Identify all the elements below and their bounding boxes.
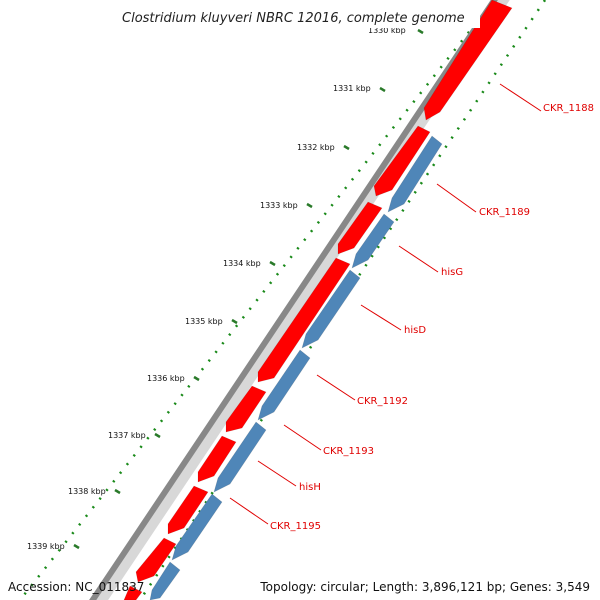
ruler-tick-label: 1339 kbp	[27, 542, 65, 551]
gene-leader-line	[316, 374, 356, 401]
ruler-major-tick	[379, 86, 386, 93]
forward-gene-arrow-1	[423, 0, 513, 121]
ruler-tick-label: 1335 kbp	[185, 317, 223, 326]
ruler-tick-label: 1334 kbp	[223, 259, 261, 268]
reverse-gene-arrow-5	[213, 421, 267, 493]
gene-leader-line	[229, 497, 269, 525]
gene-label-ckr_1193: CKR_1193	[323, 446, 374, 457]
gene-label-ckr_1189: CKR_1189	[479, 207, 530, 218]
ruler-tick-label: 1336 kbp	[147, 374, 185, 383]
map-title: Clostridium kluyveri NBRC 12016, complet…	[122, 11, 465, 26]
ruler-tick-label: 1337 kbp	[108, 431, 146, 440]
gene-leader-line	[398, 245, 439, 273]
forward-gene-arrow-4	[257, 257, 351, 383]
forward-gene-arrow-3	[337, 201, 383, 255]
ruler-major-tick	[306, 202, 313, 209]
ruler-major-tick	[343, 144, 350, 151]
ruler-tick-label: 1332 kbp	[297, 143, 335, 152]
reverse-gene-arrow-1	[387, 135, 443, 213]
gene-label-ckr_1195: CKR_1195	[270, 521, 321, 532]
genome-backbone	[89, 0, 498, 600]
ruler-major-tick	[269, 260, 276, 267]
forward-gene-arrow-2	[373, 125, 431, 197]
gene-label-ckr_1188: CKR_1188	[543, 103, 594, 114]
reverse-gene-arrow-4	[257, 349, 311, 421]
ruler-major-tick	[154, 432, 161, 439]
reverse-gene-arrow-3	[301, 269, 361, 349]
ruler-tick-label: 1338 kbp	[68, 487, 106, 496]
forward-gene-arrow-5	[225, 385, 267, 433]
gene-labels: CKR_1188 CKR_1189 hisG hisD CKR_1192 CKR_1193…	[229, 83, 594, 532]
gene-leader-line	[436, 183, 477, 213]
ruler-major-tick	[417, 28, 424, 35]
forward-gene-arrow-8	[135, 537, 177, 583]
forward-gene-arrow-6	[197, 435, 237, 483]
reverse-gene-arrow-7	[149, 561, 181, 600]
ruler-major-tick	[114, 488, 121, 495]
accession-label: Accession: NC_011837	[8, 580, 145, 594]
gene-leader-line	[499, 83, 542, 112]
forward-gene-arrow-9	[123, 585, 143, 600]
reverse-gene-arrow-6	[171, 493, 223, 561]
reverse-gene-arrow-2	[351, 213, 395, 269]
gene-label-hisg: hisG	[441, 267, 463, 278]
topology-summary: Topology: circular; Length: 3,896,121 bp…	[260, 580, 590, 594]
gene-leader-line	[283, 424, 322, 451]
forward-gene-arrow-7	[167, 485, 209, 535]
ruler-major-tick	[231, 318, 238, 325]
ruler-major-tick	[73, 543, 80, 550]
gene-leader-line	[257, 460, 297, 487]
ruler-tick-label: 1333 kbp	[260, 201, 298, 210]
gene-label-hisd: hisD	[404, 325, 426, 336]
gene-features	[123, 0, 513, 600]
ruler-major-tick	[193, 375, 200, 382]
ruler-ticks: 1330 kbp 1331 kbp 1332 kbp 1333 kbp 1334 kbp…	[27, 26, 424, 551]
ruler-tick-label: 1330 kbp	[368, 26, 406, 35]
gene-leader-line	[360, 304, 402, 331]
ruler-tick-label: 1331 kbp	[333, 84, 371, 93]
gene-label-hish: hisH	[299, 482, 321, 493]
gene-label-ckr_1192: CKR_1192	[357, 396, 408, 407]
